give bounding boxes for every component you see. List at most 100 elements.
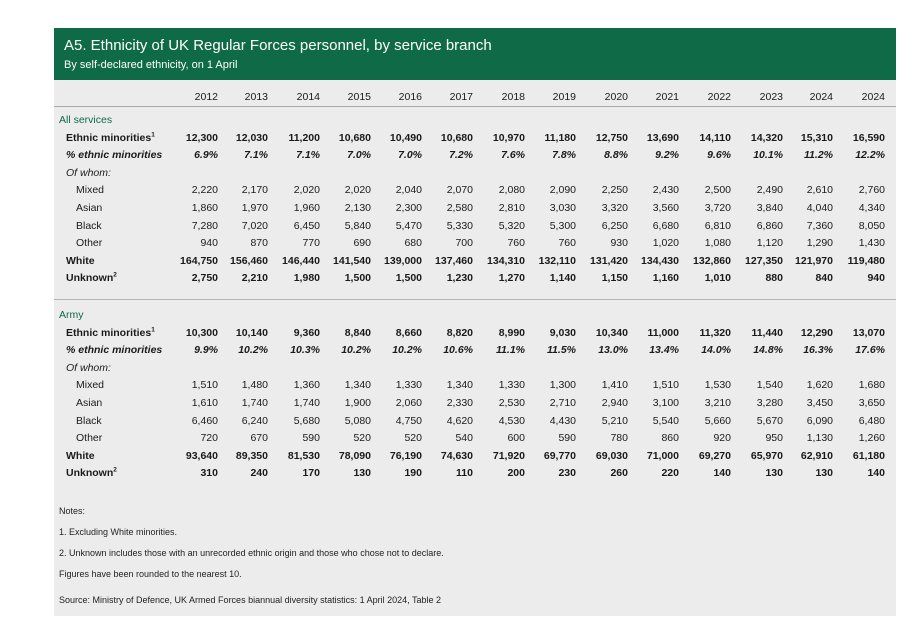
table-cell: 1,260 bbox=[858, 432, 885, 445]
table-cell: 2,020 bbox=[293, 184, 320, 197]
year-header: 2024 bbox=[861, 91, 885, 103]
table-cell: 8,820 bbox=[446, 326, 473, 339]
table-cell: 7,280 bbox=[191, 219, 218, 232]
table-cell: 13.4% bbox=[649, 344, 679, 357]
table-cell: 5,540 bbox=[652, 414, 679, 427]
table-cell: 156,460 bbox=[230, 254, 268, 267]
year-header: 2023 bbox=[759, 91, 783, 103]
row-label: Black bbox=[76, 415, 102, 427]
table-cell: 8,050 bbox=[858, 219, 885, 232]
table-cell: 132,860 bbox=[693, 254, 731, 267]
table-cell: 930 bbox=[610, 237, 628, 250]
table-cell: 1,020 bbox=[652, 237, 679, 250]
table-row: Asian 1,860 1,970 1,960 2,130 2,300 2,580 2,810… bbox=[54, 202, 896, 219]
table-cell: 10,300 bbox=[185, 326, 218, 339]
table-row: % ethnic minorities 9.9% 10.2% 10.3% 10.2% 10… bbox=[54, 344, 896, 361]
table-cell: 1,290 bbox=[806, 237, 833, 250]
row-label: % ethnic minorities bbox=[66, 344, 162, 356]
table-cell: 2,090 bbox=[549, 184, 576, 197]
table-cell: 14.0% bbox=[701, 344, 731, 357]
table-cell: 880 bbox=[765, 272, 783, 285]
table-cell: 4,620 bbox=[446, 414, 473, 427]
table-cell: 3,560 bbox=[652, 202, 679, 214]
table-cell: 6,450 bbox=[293, 219, 320, 232]
year-header: 2022 bbox=[707, 91, 731, 103]
table-cell: 1,140 bbox=[549, 272, 576, 285]
table-cell: 10,970 bbox=[492, 131, 525, 144]
table-cell: 130 bbox=[815, 467, 833, 480]
table-cell: 1,150 bbox=[601, 272, 628, 285]
table-cell: 670 bbox=[250, 432, 268, 445]
year-header: 2012 bbox=[194, 91, 218, 103]
table-cell: 121,970 bbox=[795, 254, 833, 267]
table-cell: 1,530 bbox=[704, 379, 731, 392]
table-cell: 89,350 bbox=[235, 449, 268, 462]
table-cell: 2,430 bbox=[652, 184, 679, 197]
table-cell: 10,490 bbox=[389, 131, 422, 144]
row-label: Asian bbox=[76, 397, 102, 409]
table-cell: 2,750 bbox=[191, 272, 218, 285]
table-cell: 15,310 bbox=[800, 131, 833, 144]
table-cell: 11.1% bbox=[496, 344, 525, 357]
table-cell: 2,020 bbox=[344, 184, 371, 197]
table-cell: 76,190 bbox=[389, 449, 422, 462]
row-label: % ethnic minorities bbox=[66, 149, 162, 161]
table-row: White 164,750 156,460 146,440 141,540 139,000… bbox=[54, 255, 896, 272]
table-cell: 230 bbox=[558, 467, 576, 480]
table-cell: 78,090 bbox=[338, 449, 371, 462]
table-cell: 12,030 bbox=[235, 131, 268, 144]
table-cell: 139,000 bbox=[384, 254, 422, 267]
section-heading: All services bbox=[59, 114, 113, 126]
year-header: 2013 bbox=[244, 91, 268, 103]
table-panel: A5. Ethnicity of UK Regular Forces perso… bbox=[54, 28, 896, 616]
table-cell: 131,420 bbox=[590, 254, 628, 267]
table-cell: 940 bbox=[200, 237, 218, 250]
row-label-text: Unknown bbox=[66, 272, 114, 285]
table-cell: 5,470 bbox=[395, 219, 422, 232]
table-cell: 69,770 bbox=[543, 449, 576, 462]
table-cell: 2,810 bbox=[498, 202, 525, 214]
table-cell: 5,080 bbox=[344, 414, 371, 427]
table-cell: 3,100 bbox=[652, 397, 679, 409]
table-cell: 12,290 bbox=[800, 326, 833, 339]
table-cell: 170 bbox=[302, 467, 320, 480]
table-cell: 2,040 bbox=[395, 184, 422, 197]
table-cell: 1,430 bbox=[858, 237, 885, 250]
table-cell: 6,480 bbox=[858, 414, 885, 427]
table-cell: 3,210 bbox=[704, 397, 731, 409]
table-cell: 10.2% bbox=[341, 344, 371, 357]
table-cell: 141,540 bbox=[333, 254, 371, 267]
table-cell: 2,250 bbox=[601, 184, 628, 197]
table-cell: 164,750 bbox=[180, 254, 218, 267]
table-cell: 2,490 bbox=[756, 184, 783, 197]
table-cell: 16.3% bbox=[803, 344, 833, 357]
table-cell: 11.5% bbox=[547, 344, 576, 357]
footnote-marker: 1 bbox=[151, 131, 155, 139]
table-cell: 2,300 bbox=[395, 202, 422, 214]
table-cell: 240 bbox=[250, 467, 268, 480]
table-cell: 5,840 bbox=[344, 219, 371, 232]
table-row: Other 940 870 770 690 680 700 760 760 930 1,020 1,0… bbox=[54, 237, 896, 254]
table-cell: 14,110 bbox=[699, 131, 731, 144]
table-cell: 10,680 bbox=[338, 131, 371, 144]
table-row: White 93,640 89,350 81,530 78,090 76,190 74,63… bbox=[54, 450, 896, 467]
table-cell: 10.3% bbox=[290, 344, 320, 357]
table-cell: 5,320 bbox=[498, 219, 525, 232]
table-cell: 760 bbox=[558, 237, 576, 250]
table-cell: 2,060 bbox=[395, 397, 422, 409]
table-cell: 1,410 bbox=[601, 379, 628, 392]
table-cell: 7.0% bbox=[347, 149, 371, 162]
table-cell: 860 bbox=[661, 432, 679, 445]
table-cell: 9.9% bbox=[194, 344, 218, 357]
row-label-text: Black bbox=[76, 414, 102, 427]
footnote-marker: 2 bbox=[113, 271, 117, 279]
table-cell: 10,340 bbox=[595, 326, 628, 339]
year-header: 2024 bbox=[809, 91, 833, 103]
table-cell: 1,610 bbox=[191, 397, 218, 409]
table-cell: 3,720 bbox=[704, 202, 731, 214]
table-row: Unknown2 2,750 2,210 1,980 1,500 1,500 1,230 1,… bbox=[54, 272, 896, 289]
table-row: Black 6,460 6,240 5,680 5,080 4,750 4,620 4,530… bbox=[54, 415, 896, 432]
table-cell: 2,220 bbox=[191, 184, 218, 197]
table-cell: 720 bbox=[200, 432, 218, 445]
row-label-text: % ethnic minorities bbox=[66, 149, 163, 162]
